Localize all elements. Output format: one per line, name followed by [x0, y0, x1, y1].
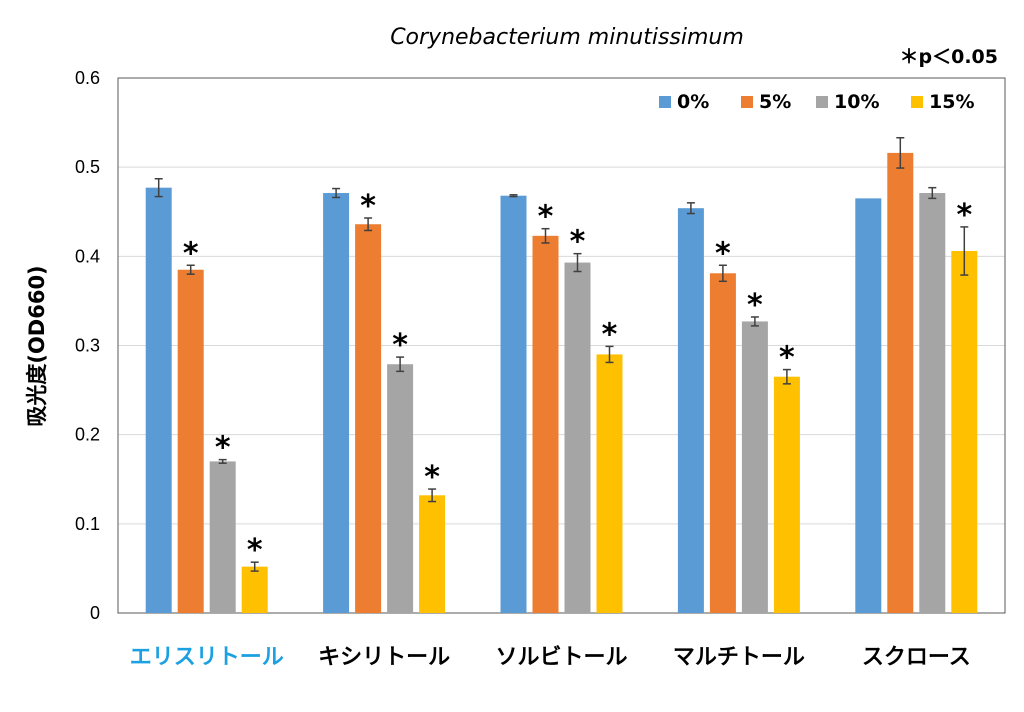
significance-star: *: [247, 533, 263, 568]
x-tick-labels: エリスリトール キシリトール ソルビトール マルチトール スクロース: [130, 645, 971, 670]
legend-swatch: [911, 96, 923, 108]
bar: [500, 195, 527, 613]
legend-label: 0%: [677, 91, 709, 113]
bar: [677, 208, 704, 613]
y-tick-labels: 0 0.1 0.2 0.3 0.4 0.5 0.6: [75, 68, 100, 623]
legend-swatch: [659, 96, 671, 108]
significance-star: *: [215, 431, 231, 466]
legend: 0% 5% 10% 15%: [659, 91, 974, 113]
significance-star: *: [956, 198, 972, 233]
bar: [919, 193, 946, 613]
significance-star: *: [602, 317, 618, 352]
x-tick-label: エリスリトール: [130, 645, 284, 670]
plot-border: [117, 77, 1006, 614]
bar: [419, 495, 446, 613]
y-tick-label: 0.1: [75, 514, 100, 534]
bar: [387, 364, 414, 613]
chart-title: Corynebacterium minutissimum: [390, 25, 744, 50]
bar: [564, 262, 591, 613]
bar: [773, 376, 800, 613]
significance-star: *: [747, 288, 763, 323]
bar: [887, 152, 914, 613]
x-tick-label: スクロース: [862, 645, 971, 670]
y-axis-label: 吸光度(OD660): [25, 265, 49, 426]
bar: [951, 250, 978, 613]
bar-marks: [145, 152, 978, 614]
significance-star: *: [392, 328, 408, 363]
x-tick-label: キシリトール: [318, 645, 450, 670]
x-tick-label: マルチトール: [673, 645, 805, 670]
significance-star: *: [538, 200, 554, 235]
significance-stars: * * * * * * * * * * * * *: [183, 189, 973, 568]
y-tick-label: 0.5: [75, 157, 100, 177]
error-bars: [154, 136, 969, 572]
bar: [241, 566, 268, 613]
significance-star: *: [715, 236, 731, 271]
x-tick-label: ソルビトール: [495, 645, 627, 670]
legend-label: 5%: [759, 91, 791, 113]
bar: [145, 187, 172, 614]
bar: [323, 193, 350, 613]
legend-swatch: [741, 96, 753, 108]
bar: [532, 235, 559, 613]
bar: [596, 354, 623, 613]
significance-star: *: [779, 341, 795, 376]
significance-star: *: [570, 225, 586, 260]
y-tick-label: 0.6: [75, 68, 100, 88]
bar: [177, 269, 204, 613]
bar: [741, 321, 768, 613]
significance-star: *: [424, 460, 440, 495]
significance-note: ＊p＜0.05: [900, 46, 998, 68]
bar: [209, 461, 236, 613]
legend-label: 15%: [929, 91, 974, 113]
y-tick-label: 0.2: [75, 425, 100, 445]
gridlines: [117, 77, 1006, 614]
y-tick-label: 0.3: [75, 336, 100, 356]
legend-label: 10%: [834, 91, 879, 113]
bar: [855, 198, 882, 613]
legend-swatch: [816, 96, 828, 108]
significance-star: *: [360, 189, 376, 224]
bar: [355, 224, 382, 613]
bar: [709, 273, 736, 613]
y-tick-label: 0: [90, 603, 100, 623]
significance-star: *: [183, 236, 199, 271]
y-tick-label: 0.4: [75, 246, 100, 266]
